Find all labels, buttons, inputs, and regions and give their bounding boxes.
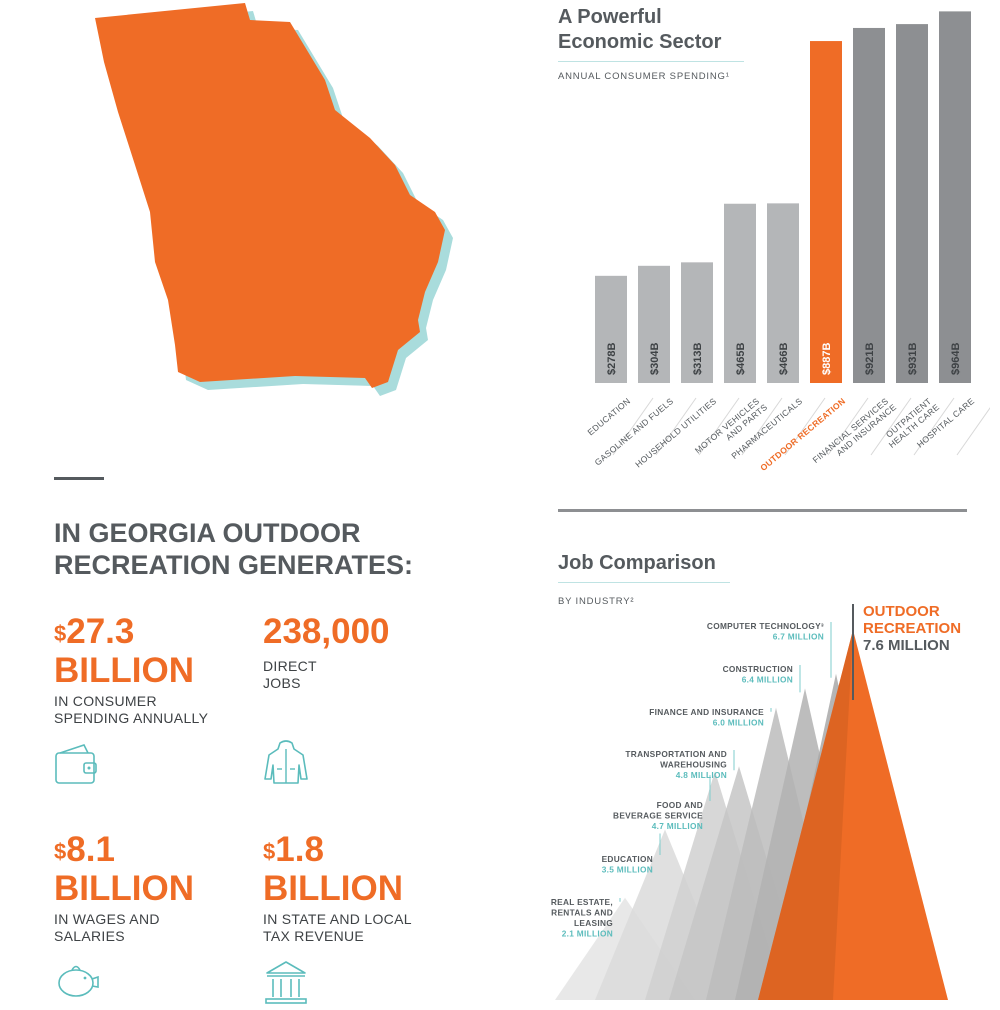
bar-value-label: $921B	[864, 343, 876, 375]
industry-label: BEVERAGE SERVICE	[613, 811, 703, 821]
bar	[853, 27, 885, 384]
stat-consumer-spending: $27.3 BILLION IN CONSUMER SPENDING ANNUAL…	[54, 612, 208, 794]
bar	[810, 41, 842, 384]
stat-amount: $27.3	[54, 612, 135, 651]
bar-value-label: $313B	[692, 343, 704, 375]
category-label: EDUCATION	[586, 396, 633, 438]
bar	[724, 203, 756, 383]
category-guide	[827, 397, 869, 456]
category-guide	[698, 397, 740, 456]
job-chart-subtitle: BY INDUSTRY²	[558, 596, 635, 607]
bar-value-label: $964B	[950, 343, 962, 375]
chart-title: A Powerful Economic Sector	[558, 6, 722, 53]
category-guide	[612, 397, 654, 456]
industry-value-label: 6.0 MILLION	[713, 718, 764, 728]
headline: IN GEORGIA OUTDOOR RECREATION GENERATES:	[54, 517, 474, 581]
bar-value-label: $465B	[735, 343, 747, 375]
industry-label: COMPUTER TECHNOLOGY³	[707, 621, 824, 631]
bar-value-label: $887B	[821, 343, 833, 375]
category-guide	[956, 407, 990, 456]
industry-label: REAL ESTATE,	[551, 897, 613, 907]
industry-label: FOOD AND	[657, 800, 703, 810]
outdoor-recreation-jobs-label: OUTDOOR RECREATION 7.6 MILLION	[863, 603, 962, 654]
category-guide	[913, 397, 955, 456]
bar	[939, 11, 971, 384]
bar-value-label: $304B	[649, 343, 661, 375]
section-divider	[558, 509, 967, 512]
stat-unit: BILLION	[263, 869, 403, 908]
bar	[681, 262, 713, 383]
headline-line-1: IN GEORGIA OUTDOOR	[54, 518, 361, 548]
industry-label: CONSTRUCTION	[723, 664, 793, 674]
industry-value-label: 4.7 MILLION	[652, 821, 703, 831]
industry-label: WAREHOUSING	[660, 760, 727, 770]
stat-unit: BILLION	[54, 869, 194, 908]
category-guide	[655, 397, 697, 456]
stat-amount: $8.1	[54, 830, 115, 869]
category-label: OUTDOOR RECREATION	[758, 396, 847, 473]
job-chart-title: Job Comparison	[558, 552, 716, 574]
georgia-map	[95, 3, 453, 396]
georgia-map-shape	[95, 3, 445, 388]
stat-tax-revenue: $1.8 BILLION IN STATE AND LOCAL TAX REVEN…	[263, 830, 412, 1010]
stat-caption: IN STATE AND LOCAL TAX REVENUE	[263, 911, 412, 944]
industry-value-label: 2.1 MILLION	[562, 929, 613, 939]
stat-direct-jobs: 238,000 DIRECT JOBS	[263, 612, 390, 790]
headline-line-2: RECREATION GENERATES:	[54, 550, 414, 580]
industry-value-label: 6.7 MILLION	[773, 632, 824, 642]
bar	[896, 24, 928, 384]
rain-jacket-icon	[264, 740, 308, 784]
industry-value-label: 3.5 MILLION	[602, 865, 653, 875]
bar-value-label: $466B	[778, 343, 790, 375]
chart-subtitle: ANNUAL CONSUMER SPENDING¹	[558, 71, 730, 82]
bar	[638, 265, 670, 383]
wallet-icon	[55, 744, 97, 784]
title-rule	[558, 582, 730, 583]
bar	[595, 275, 627, 383]
category-guide	[784, 397, 826, 456]
stat-caption: IN WAGES AND SALARIES	[54, 911, 160, 944]
industry-label: RENTALS AND	[551, 908, 613, 918]
stat-amount: $1.8	[263, 830, 324, 869]
industry-label: LEASING	[574, 918, 613, 928]
consumer-spending-bar-chart: $278B EDUCATION $304B GASOLINE AND FUELS $31…	[586, 11, 990, 473]
category-guide	[741, 397, 783, 456]
piggy-bank-icon	[58, 965, 99, 997]
industry-value-label: 6.4 MILLION	[742, 675, 793, 685]
category-label: GASOLINE AND FUELS	[593, 396, 676, 468]
outdoor-recreation-mountain	[758, 629, 948, 1000]
category-guide	[870, 397, 912, 456]
stat-caption: DIRECT JOBS	[263, 658, 317, 691]
government-building-icon	[265, 961, 307, 1004]
stat-wages: $8.1 BILLION IN WAGES AND SALARIES	[54, 830, 194, 1010]
industry-label: TRANSPORTATION AND	[625, 749, 727, 759]
stat-unit: BILLION	[54, 651, 194, 690]
title-rule	[558, 61, 744, 62]
category-label: HOUSEHOLD UTILITIES	[633, 396, 718, 470]
stat-caption: IN CONSUMER SPENDING ANNUALLY	[54, 693, 209, 726]
industry-label: FINANCE AND INSURANCE	[649, 707, 764, 717]
bar-value-label: $931B	[907, 343, 919, 375]
bar-value-label: $278B	[606, 343, 618, 375]
stat-amount: 238,000	[263, 612, 390, 651]
category-label: FINANCIAL SERVICES	[811, 396, 891, 465]
bar	[767, 203, 799, 383]
industry-label: EDUCATION	[602, 854, 653, 864]
section-dash	[54, 477, 104, 480]
industry-value-label: 4.8 MILLION	[676, 770, 727, 780]
